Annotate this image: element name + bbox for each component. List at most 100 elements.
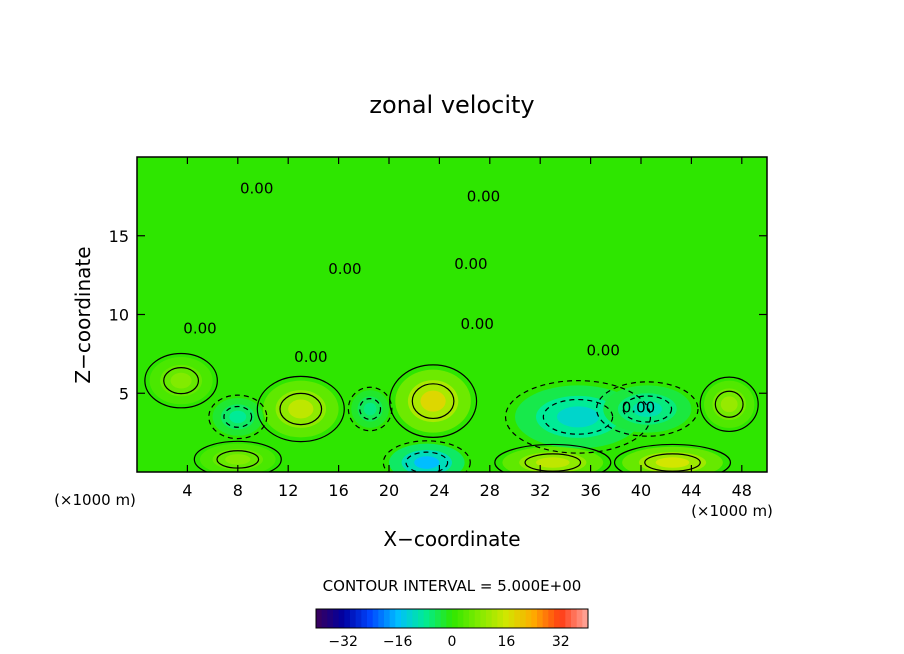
x-tick-label-0: 4 xyxy=(182,481,192,500)
contour-max-1 xyxy=(389,364,478,438)
colorbar-tick-label-3: 16 xyxy=(497,634,515,650)
contour-label-7: 0.00 xyxy=(586,342,619,360)
colorbar-swatch-41 xyxy=(548,609,555,628)
colorbar-swatch-38 xyxy=(531,609,538,628)
colorbar-swatch-18 xyxy=(418,609,425,628)
colorbar-tick-label-2: 0 xyxy=(448,634,457,650)
x-tick-label-5: 24 xyxy=(429,481,449,500)
colorbar-swatch-47 xyxy=(582,609,589,628)
colorbar-swatch-10 xyxy=(372,609,379,628)
colorbar-swatch-13 xyxy=(389,609,396,628)
contour-max-10-inner xyxy=(644,453,701,472)
y-tick-label-1: 10 xyxy=(109,306,129,325)
colorbar-swatch-30 xyxy=(486,609,493,628)
contour-label-4: 0.00 xyxy=(183,320,216,338)
contour-label-5: 0.00 xyxy=(460,315,493,333)
field-max-2-fill-2 xyxy=(720,396,738,413)
colorbar-swatch-31 xyxy=(491,609,498,628)
colorbar-swatch-23 xyxy=(446,609,453,628)
colorbar-swatch-6 xyxy=(350,609,357,628)
contour-max-0-inner xyxy=(279,392,323,426)
x-tick-label-7: 32 xyxy=(530,481,550,500)
colorbar-swatch-12 xyxy=(384,609,391,628)
x-tick-label-10: 44 xyxy=(681,481,701,500)
contour-max-3-inner xyxy=(163,367,200,395)
field-min-8-fill-2 xyxy=(363,402,377,416)
colorbar-swatch-24 xyxy=(452,609,459,628)
contour-max-3 xyxy=(144,352,218,409)
colorbar-swatch-2 xyxy=(327,609,334,628)
contour-min-4 xyxy=(504,380,652,454)
contour-label-8: 0.00 xyxy=(622,398,655,416)
contour-min-5-inner xyxy=(622,395,673,423)
x-tick-label-2: 12 xyxy=(278,481,298,500)
chart-title: zonal velocity xyxy=(369,91,534,119)
colorbar-swatch-16 xyxy=(406,609,413,628)
colorbar-swatch-25 xyxy=(457,609,464,628)
colorbar-swatch-36 xyxy=(520,609,527,628)
colorbar-swatch-9 xyxy=(367,609,374,628)
x-axis-label: X−coordinate xyxy=(383,527,520,551)
colorbar-swatch-34 xyxy=(508,609,515,628)
colorbar-swatch-7 xyxy=(355,609,362,628)
contour-label-0: 0.00 xyxy=(240,180,273,198)
x-unit-right: (×1000 m) xyxy=(691,502,773,520)
x-tick-label-4: 20 xyxy=(379,481,399,500)
field-min-6-fill-2 xyxy=(414,456,440,469)
contour-max-2-inner xyxy=(714,390,744,418)
contour-label-6: 0.00 xyxy=(294,348,327,366)
y-axis-label: Z−coordinate xyxy=(71,246,95,383)
field-max-1-fill-2 xyxy=(420,390,446,412)
colorbar-swatch-39 xyxy=(537,609,544,628)
colorbar xyxy=(315,608,589,629)
contour-max-2 xyxy=(699,376,759,433)
contour-max-10 xyxy=(613,443,732,472)
contour-min-6 xyxy=(382,440,471,472)
colorbar-swatch-35 xyxy=(514,609,521,628)
colorbar-swatch-40 xyxy=(542,609,549,628)
contour-max-1-inner xyxy=(411,383,455,420)
contour-label-3: 0.00 xyxy=(328,260,361,278)
contour-min-7 xyxy=(208,394,268,440)
contour-min-6-inner xyxy=(405,451,449,472)
x-tick-label-3: 16 xyxy=(328,481,348,500)
colorbar-swatch-17 xyxy=(412,609,419,628)
contour-max-0 xyxy=(256,375,345,443)
colorbar-swatch-22 xyxy=(440,609,447,628)
x-tick-label-9: 40 xyxy=(631,481,651,500)
colorbar-swatch-0 xyxy=(316,609,323,628)
colorbar-swatch-29 xyxy=(480,609,487,628)
colorbar-swatch-46 xyxy=(576,609,583,628)
contour-max-11 xyxy=(193,440,282,472)
colorbar-swatch-20 xyxy=(429,609,436,628)
colorbar-frame xyxy=(315,608,589,629)
field-max-3-fill-2 xyxy=(170,372,192,389)
colorbar-swatch-8 xyxy=(361,609,368,628)
contour-min-8 xyxy=(347,386,393,432)
field-min-7-fill-2 xyxy=(229,410,247,424)
field-min-4-fill-2 xyxy=(557,406,599,428)
colorbar-swatch-43 xyxy=(559,609,566,628)
colorbar-swatch-26 xyxy=(463,609,470,628)
colorbar-swatch-1 xyxy=(321,609,328,628)
x-tick-label-11: 48 xyxy=(732,481,752,500)
colorbar-swatch-45 xyxy=(571,609,578,628)
colorbar-swatch-5 xyxy=(344,609,351,628)
y-tick-label-0: 5 xyxy=(119,384,129,403)
contour-interval-label: CONTOUR INTERVAL = 5.000E+00 xyxy=(323,577,582,595)
colorbar-swatch-21 xyxy=(435,609,442,628)
colorbar-swatch-32 xyxy=(497,609,504,628)
field-max-11-fill-2 xyxy=(225,454,251,465)
x-unit-left: (×1000 m) xyxy=(54,491,136,509)
contour-label-1: 0.00 xyxy=(467,187,500,205)
colorbar-tick-label-4: 32 xyxy=(552,634,570,650)
colorbar-tick-label-1: −16 xyxy=(383,634,413,650)
contour-min-4-inner xyxy=(542,398,614,435)
colorbar-swatch-4 xyxy=(338,609,345,628)
colorbar-swatch-42 xyxy=(554,609,561,628)
colorbar-swatch-37 xyxy=(525,609,532,628)
colorbar-swatch-14 xyxy=(395,609,402,628)
x-tick-label-1: 8 xyxy=(233,481,243,500)
y-tick-label-2: 15 xyxy=(109,227,129,246)
